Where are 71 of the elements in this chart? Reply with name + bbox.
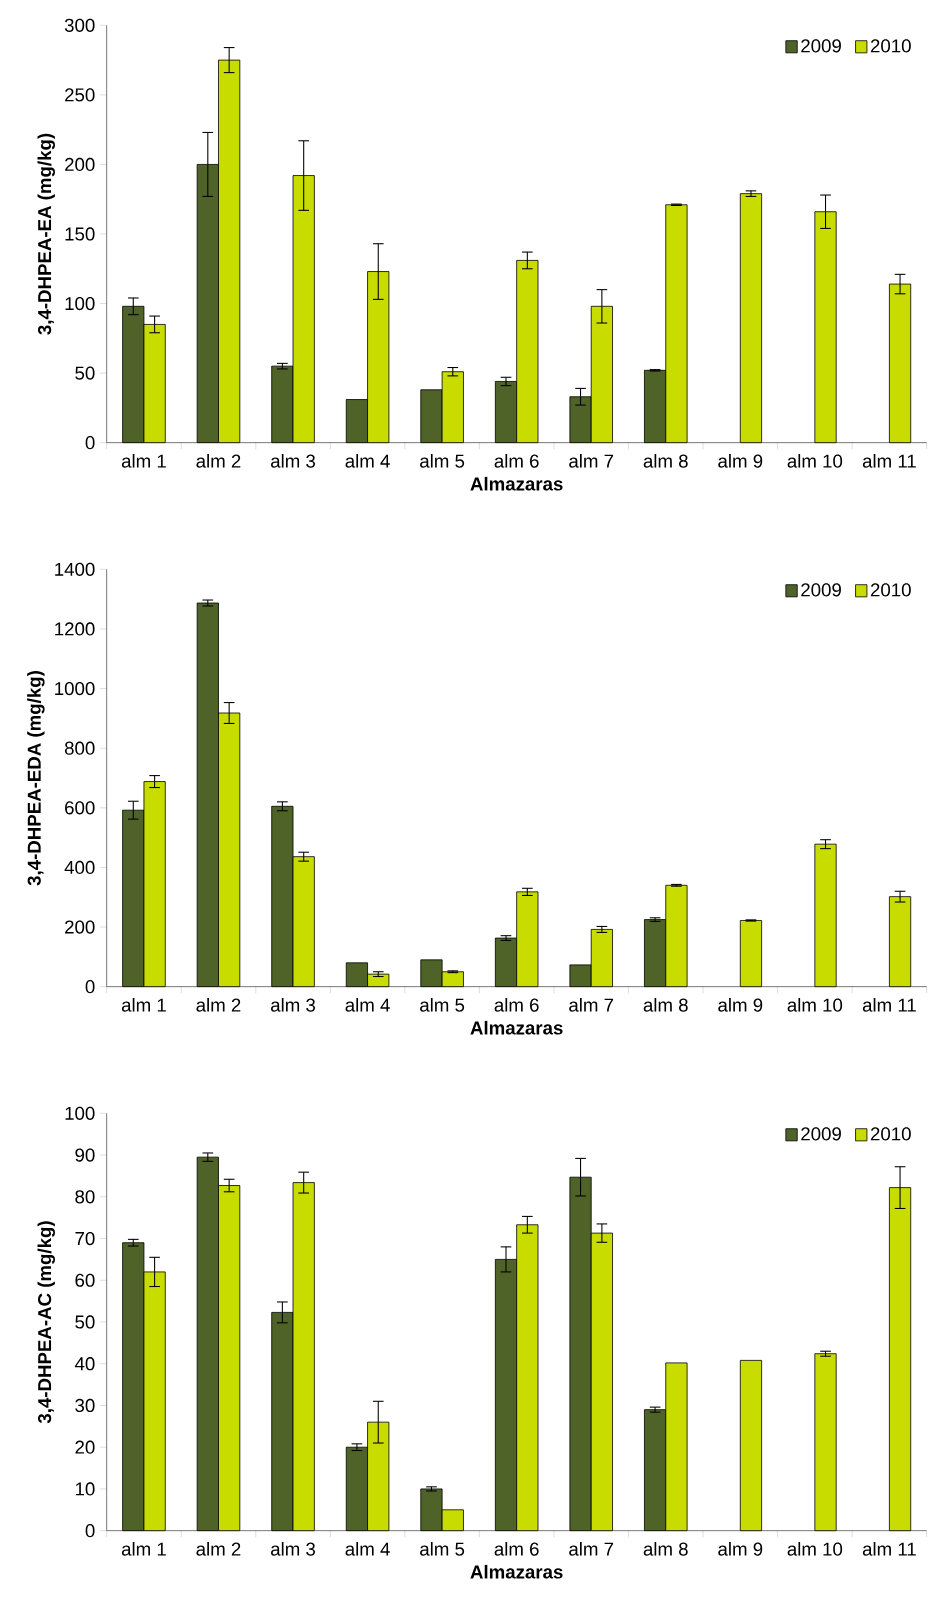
x-axis-title: Almazaras <box>470 1564 563 1579</box>
y-axis-title: 3,4-DHPEA-EDA (mg/kg) <box>27 671 45 886</box>
y-tick-label: 40 <box>74 1357 95 1371</box>
y-tick-label: 20 <box>75 1440 95 1454</box>
y-axis-title: 3,4-DHPEA-EA (mg/kg) <box>37 133 55 335</box>
x-tick-label: alm 1 <box>121 1542 166 1556</box>
x-tick-label: alm 8 <box>643 1542 688 1556</box>
legend-label: 2010 <box>870 1127 911 1141</box>
x-tick-label: alm 3 <box>271 998 316 1012</box>
y-tick-label: 10 <box>75 1482 95 1496</box>
y-tick-label: 0 <box>85 1524 95 1538</box>
y-tick-label: 100 <box>65 296 95 311</box>
y-tick-label: 800 <box>64 741 95 755</box>
x-tick-label: alm 5 <box>420 1542 465 1556</box>
y-tick-label: 100 <box>65 1106 95 1120</box>
y-tick-label: 60 <box>75 1273 95 1287</box>
x-tick-label: alm 7 <box>569 998 614 1012</box>
x-tick-label: alm 3 <box>271 454 316 468</box>
x-tick-label: alm 2 <box>196 998 241 1012</box>
x-tick-label: alm 4 <box>345 454 390 468</box>
y-tick-label: 400 <box>64 860 95 875</box>
x-tick-label: alm 4 <box>345 1542 390 1556</box>
y-tick-label: 1200 <box>55 622 95 636</box>
legend-label: 2009 <box>801 1127 841 1141</box>
x-tick-label: alm 8 <box>643 998 688 1012</box>
x-tick-label: alm 11 <box>862 1542 916 1556</box>
x-tick-label: alm 7 <box>569 1542 614 1556</box>
x-tick-label: alm 11 <box>862 454 916 468</box>
x-tick-label: alm 9 <box>718 1542 763 1556</box>
x-tick-label: alm 11 <box>862 998 916 1012</box>
y-tick-label: 30 <box>75 1398 95 1413</box>
y-tick-label: 200 <box>65 920 95 934</box>
y-tick-label: 80 <box>75 1190 95 1204</box>
y-tick-label: 300 <box>64 18 95 32</box>
y-tick-label: 90 <box>75 1148 95 1162</box>
legend-label: 2010 <box>870 583 911 597</box>
x-axis-title: Almazaras <box>470 476 563 491</box>
x-tick-label: alm 2 <box>196 454 241 468</box>
x-tick-label: alm 10 <box>787 1542 843 1556</box>
y-tick-label: 50 <box>75 1315 95 1329</box>
x-tick-label: alm 1 <box>121 998 166 1012</box>
x-tick-label: alm 9 <box>718 998 763 1012</box>
x-axis-title: Almazaras <box>470 1020 563 1035</box>
y-tick-label: 600 <box>65 801 95 815</box>
y-tick-label: 70 <box>75 1231 95 1246</box>
x-tick-label: alm 5 <box>420 998 465 1012</box>
x-tick-label: alm 1 <box>121 454 166 468</box>
y-axis-title: 3,4-DHPEA-AC (mg/kg) <box>37 1221 55 1424</box>
y-tick-label: 250 <box>65 88 95 102</box>
x-tick-label: alm 8 <box>643 454 688 468</box>
x-tick-label: alm 10 <box>787 998 843 1012</box>
y-tick-label: 150 <box>65 227 95 241</box>
legend-label: 2010 <box>870 39 911 53</box>
x-tick-label: alm 6 <box>494 454 539 468</box>
y-tick-label: 50 <box>75 366 95 380</box>
x-tick-label: alm 6 <box>494 1542 539 1556</box>
x-tick-label: alm 4 <box>345 998 390 1012</box>
x-tick-label: alm 5 <box>420 454 465 468</box>
y-tick-label: 1000 <box>55 681 95 696</box>
x-tick-label: alm 2 <box>196 1542 241 1556</box>
y-tick-label: 200 <box>65 157 95 172</box>
y-tick-label: 1400 <box>55 562 95 576</box>
x-tick-label: alm 10 <box>787 454 843 468</box>
x-tick-label: alm 7 <box>569 454 614 468</box>
y-tick-label: 0 <box>85 436 95 450</box>
x-tick-label: alm 3 <box>271 1542 316 1556</box>
legend-label: 2009 <box>801 39 841 53</box>
y-tick-label: 0 <box>85 980 95 994</box>
x-tick-label: alm 9 <box>718 454 763 468</box>
x-tick-label: alm 6 <box>494 998 539 1012</box>
legend-label: 2009 <box>801 583 841 597</box>
